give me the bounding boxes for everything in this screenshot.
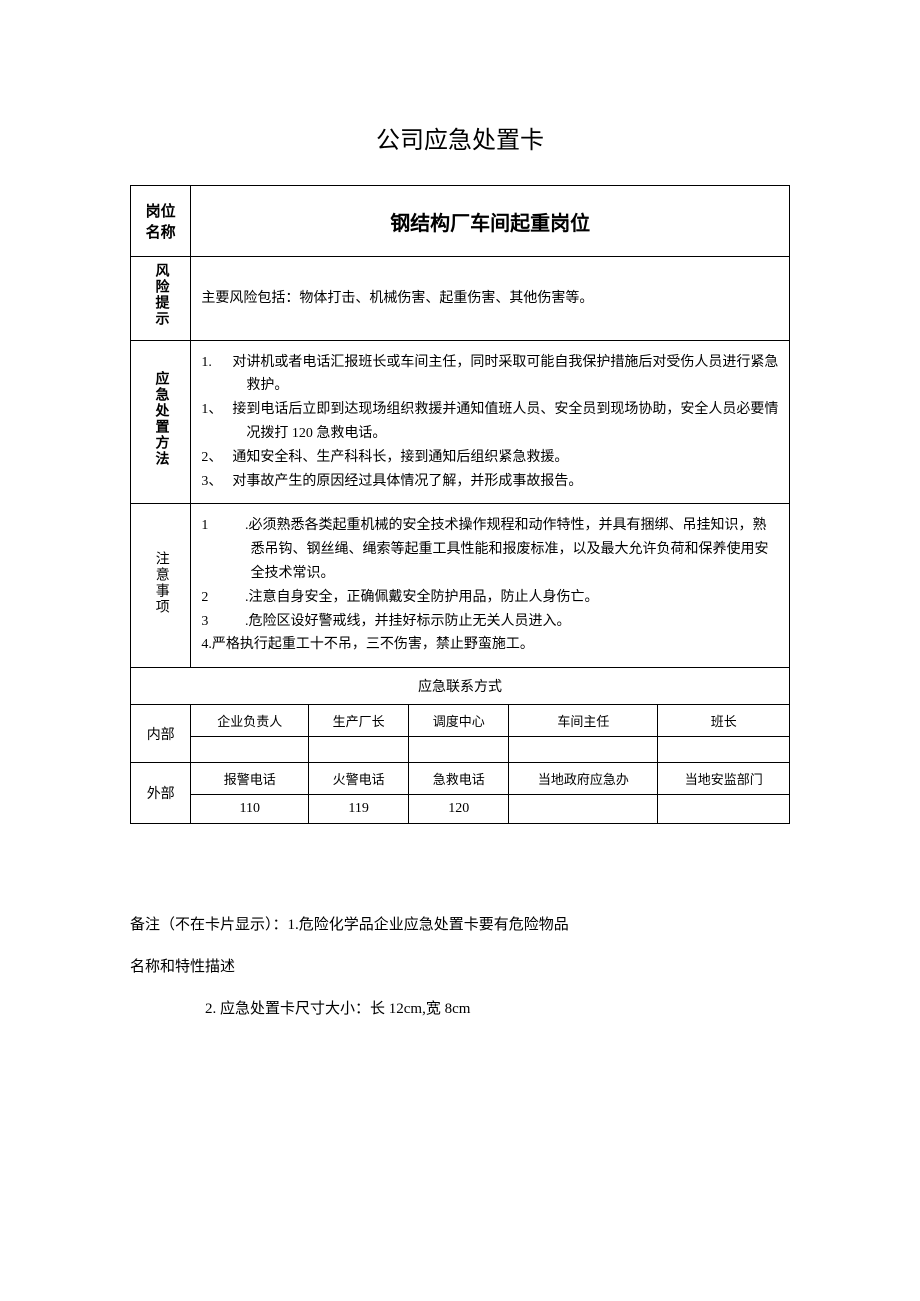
external-val-2: 120	[409, 795, 509, 824]
notes-section: 备注（不在卡片显示）：1.危险化学品企业应急处置卡要有危险物品 名称和特性描述 …	[130, 904, 790, 1030]
external-val-4	[658, 795, 790, 824]
internal-val-4	[658, 737, 790, 763]
internal-val-3	[509, 737, 658, 763]
position-label: 岗位名称	[131, 186, 191, 257]
internal-col-0: 企业负责人	[191, 705, 309, 737]
internal-col-4: 班长	[658, 705, 790, 737]
internal-col-1: 生产厂长	[309, 705, 409, 737]
external-val-1: 119	[309, 795, 409, 824]
precaution-content: 1.必须熟悉各类起重机械的安全技术操作规程和动作特性，并具有捆绑、吊挂知识，熟悉…	[191, 504, 790, 668]
internal-col-2: 调度中心	[409, 705, 509, 737]
internal-val-1	[309, 737, 409, 763]
internal-val-0	[191, 737, 309, 763]
note-line-1: 备注（不在卡片显示）：1.危险化学品企业应急处置卡要有危险物品	[130, 904, 790, 946]
position-value: 钢结构厂车间起重岗位	[191, 186, 790, 257]
page-title: 公司应急处置卡	[130, 120, 790, 155]
method-label: 应急处置方法	[131, 340, 191, 504]
emergency-card-table: 岗位名称 钢结构厂车间起重岗位 风险提示 主要风险包括：物体打击、机械伤害、起重…	[130, 185, 790, 824]
internal-val-2	[409, 737, 509, 763]
external-col-2: 急救电话	[409, 763, 509, 795]
external-col-1: 火警电话	[309, 763, 409, 795]
risk-label: 风险提示	[131, 257, 191, 341]
risk-content: 主要风险包括：物体打击、机械伤害、起重伤害、其他伤害等。	[191, 257, 790, 341]
external-val-0: 110	[191, 795, 309, 824]
method-content: 1.对讲机或者电话汇报班长或车间主任，同时采取可能自我保护措施后对受伤人员进行紧…	[191, 340, 790, 504]
external-col-3: 当地政府应急办	[509, 763, 658, 795]
contact-header: 应急联系方式	[131, 668, 790, 705]
external-col-0: 报警电话	[191, 763, 309, 795]
note-line-3: 2. 应急处置卡尺寸大小：长 12cm,宽 8cm	[130, 988, 790, 1030]
external-col-4: 当地安监部门	[658, 763, 790, 795]
internal-col-3: 车间主任	[509, 705, 658, 737]
external-label: 外部	[131, 763, 191, 824]
precaution-label: 注意事项	[131, 504, 191, 668]
external-val-3	[509, 795, 658, 824]
internal-label: 内部	[131, 705, 191, 763]
note-line-2: 名称和特性描述	[130, 946, 790, 988]
